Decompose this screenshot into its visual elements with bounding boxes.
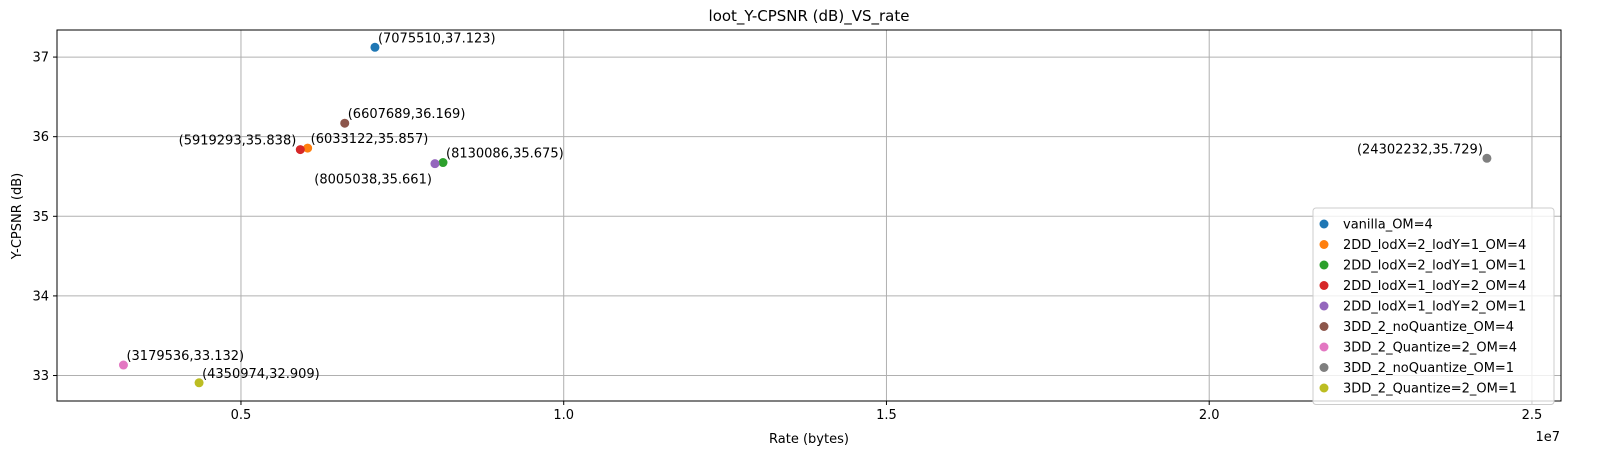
legend-label: 3DD_2_noQuantize_OM=1	[1343, 361, 1514, 376]
legend-label: 2DD_lodX=1_lodY=2_OM=1	[1343, 300, 1526, 315]
x-tick-label: 2.5	[1522, 408, 1543, 423]
data-point	[370, 42, 380, 52]
data-label: (7075510,37.123)	[378, 31, 496, 46]
chart-title: loot_Y-CPSNR (dB)_VS_rate	[709, 7, 910, 26]
x-axis-offset-label: 1e7	[1535, 430, 1560, 445]
legend-marker	[1319, 240, 1329, 249]
x-tick-label: 0.5	[231, 408, 252, 423]
data-labels: (7075510,37.123) (6033122,35.857) (8130086…	[126, 31, 1482, 381]
legend-label: 3DD_2_noQuantize_OM=4	[1343, 320, 1514, 335]
x-tick-label: 1.5	[876, 408, 897, 423]
data-label: (4350974,32.909)	[202, 367, 320, 382]
legend-label: 3DD_2_Quantize=2_OM=1	[1343, 382, 1517, 397]
legend-label: 2DD_lodX=2_lodY=1_OM=1	[1343, 259, 1526, 274]
data-label: (6607689,36.169)	[348, 107, 466, 122]
data-points	[118, 42, 1492, 388]
legend-label: 2DD_lodX=2_lodY=1_OM=4	[1343, 238, 1526, 253]
data-label: (8130086,35.675)	[446, 147, 564, 162]
data-label: (5919293,35.838)	[179, 134, 297, 149]
legend: vanilla_OM=4 2DD_lodX=2_lodY=1_OM=4 2DD_lo…	[1312, 207, 1555, 405]
legend-label: 3DD_2_Quantize=2_OM=4	[1343, 341, 1517, 356]
legend-label: 2DD_lodX=1_lodY=2_OM=4	[1343, 279, 1526, 294]
data-label: (6033122,35.857)	[311, 132, 429, 147]
x-tick-label: 1.0	[553, 408, 574, 423]
legend-marker	[1319, 363, 1329, 372]
data-label: (24302232,35.729)	[1357, 142, 1483, 157]
x-tick-label: 2.0	[1199, 408, 1220, 423]
legend-marker	[1319, 219, 1329, 229]
legend-marker	[1319, 281, 1329, 290]
data-point	[430, 159, 440, 169]
y-axis-ticks: 33 34 35 36 37	[32, 51, 57, 384]
legend-marker	[1319, 260, 1329, 270]
legend-box	[1312, 207, 1555, 405]
y-tick-label: 36	[32, 130, 49, 145]
y-tick-label: 33	[32, 369, 49, 384]
y-axis-label: Y-CPSNR (dB)	[10, 173, 25, 260]
data-point	[340, 118, 350, 128]
legend-marker	[1319, 322, 1329, 331]
y-tick-label: 37	[32, 51, 49, 66]
data-point	[295, 145, 305, 155]
grid-lines	[57, 30, 1561, 401]
legend-marker	[1319, 301, 1329, 311]
data-point	[118, 360, 128, 370]
data-point	[1482, 153, 1492, 163]
legend-marker	[1319, 383, 1329, 393]
y-tick-label: 34	[32, 289, 49, 304]
data-point	[303, 143, 313, 153]
data-point	[438, 158, 448, 168]
legend-label: vanilla_OM=4	[1343, 218, 1433, 233]
y-tick-label: 35	[32, 210, 49, 225]
plot-area-frame	[56, 29, 1562, 402]
data-label: (3179536,33.132)	[126, 349, 244, 364]
data-point	[194, 378, 204, 388]
x-axis-ticks: 0.5 1.0 1.5 2.0 2.5	[231, 401, 1543, 423]
legend-marker	[1319, 342, 1329, 352]
x-axis-label: Rate (bytes)	[769, 432, 849, 447]
data-label: (8005038,35.661)	[314, 173, 432, 188]
